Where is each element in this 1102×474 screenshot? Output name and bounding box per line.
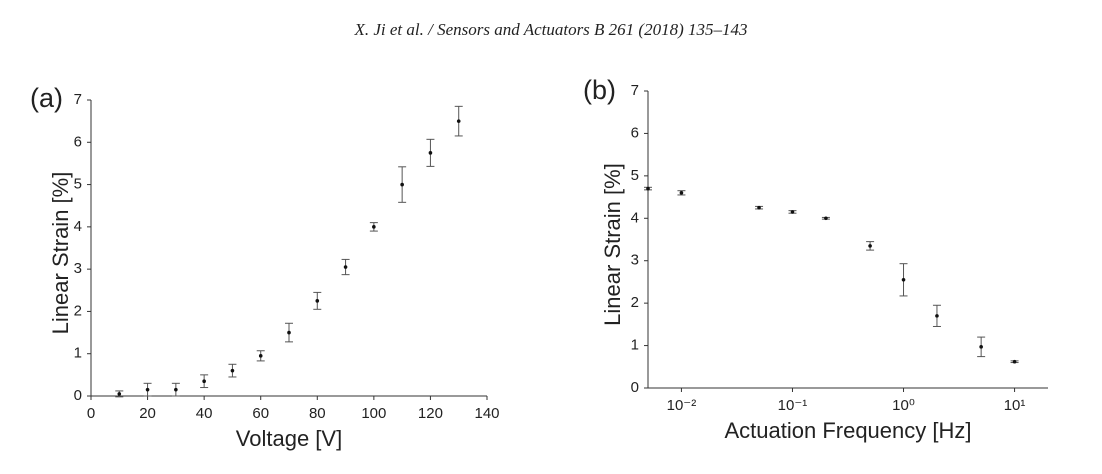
y-tick-label: 7	[631, 82, 639, 99]
data-point	[258, 354, 263, 358]
y-tick-label: 6	[631, 124, 639, 141]
data-point	[315, 299, 320, 303]
x-tick-label: 120	[418, 405, 443, 422]
x-tick-label: 10⁰	[892, 397, 915, 414]
data-point	[935, 314, 939, 318]
y-tick-label: 3	[74, 260, 82, 277]
y-tick-label: 6	[74, 133, 82, 150]
data-point	[343, 265, 348, 269]
x-tick-label: 40	[196, 405, 213, 422]
data-point	[679, 191, 684, 195]
y-tick-label: 5	[74, 176, 82, 193]
data-point	[901, 278, 906, 282]
x-tick-label: 10⁻²	[667, 397, 697, 414]
data-point	[145, 387, 150, 392]
x-tick-label: 100	[361, 405, 386, 422]
data-point	[117, 392, 122, 396]
data-point	[979, 345, 983, 349]
y-axis-label: Linear Strain [%]	[48, 172, 73, 335]
data-point	[456, 119, 461, 123]
data-point	[202, 379, 206, 384]
data-point	[790, 210, 795, 214]
y-tick-label: 4	[74, 218, 82, 235]
x-tick-label: 80	[309, 405, 326, 422]
data-point	[428, 151, 433, 155]
data-point	[400, 182, 404, 187]
y-tick-label: 5	[631, 167, 639, 184]
x-tick-label: 60	[252, 405, 269, 422]
y-tick-label: 7	[74, 91, 82, 108]
x-axis-label: Voltage [V]	[236, 426, 342, 451]
data-point	[824, 216, 828, 221]
y-axis-label: Linear Strain [%]	[600, 163, 625, 326]
y-tick-label: 1	[74, 345, 82, 362]
data-point	[1012, 359, 1017, 364]
x-tick-label: 10¹	[1004, 397, 1026, 414]
x-tick-label: 20	[139, 405, 156, 422]
panel-label: (b)	[583, 75, 616, 105]
data-point	[230, 368, 235, 373]
y-tick-label: 4	[631, 209, 639, 226]
y-tick-label: 3	[631, 252, 639, 269]
x-tick-label: 140	[474, 405, 499, 422]
y-tick-label: 2	[74, 302, 82, 319]
x-tick-label: 0	[87, 405, 95, 422]
data-point	[372, 225, 376, 229]
y-tick-label: 0	[74, 387, 82, 404]
data-point	[287, 330, 291, 335]
y-tick-label: 0	[631, 379, 639, 396]
data-point	[757, 205, 761, 210]
data-point	[868, 244, 872, 248]
running-header: X. Ji et al. / Sensors and Actuators B 2…	[353, 20, 747, 39]
x-axis-label: Actuation Frequency [Hz]	[724, 418, 971, 443]
x-tick-label: 10⁻¹	[778, 397, 808, 414]
y-tick-label: 2	[631, 294, 639, 311]
data-point	[646, 186, 650, 191]
y-tick-label: 1	[631, 337, 639, 354]
data-point	[174, 387, 178, 392]
panel-label: (a)	[30, 83, 63, 113]
